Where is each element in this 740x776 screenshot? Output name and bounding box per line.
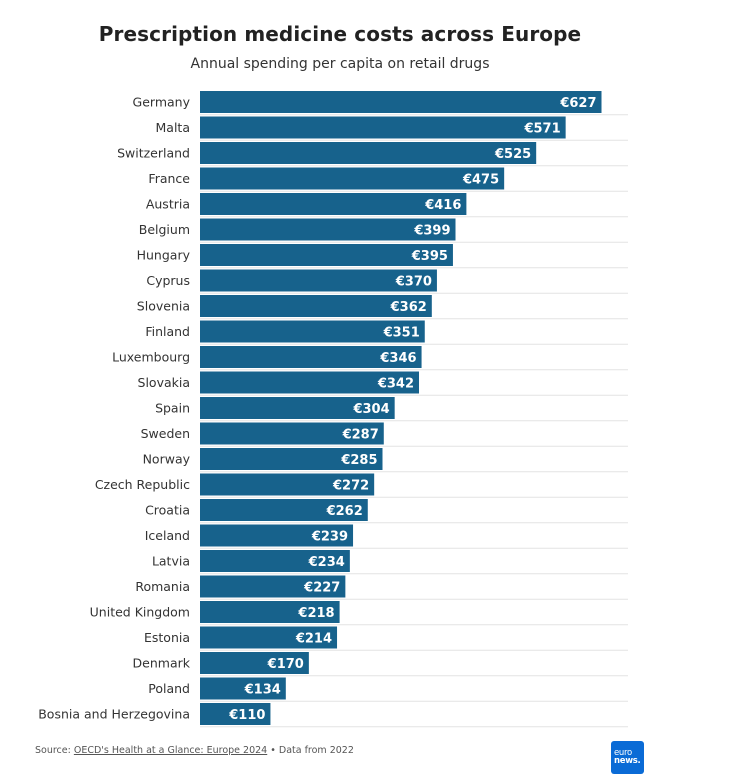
category-label: Spain xyxy=(155,401,190,416)
data-label: €234 xyxy=(308,555,345,570)
category-label: Germany xyxy=(133,95,191,110)
logo-line-2: news. xyxy=(614,756,641,766)
source-suffix: • Data from 2022 xyxy=(267,745,354,756)
bar xyxy=(200,244,453,266)
data-label: €227 xyxy=(303,581,340,596)
data-label: €304 xyxy=(352,402,389,417)
category-label: Hungary xyxy=(137,248,191,263)
category-label: Bosnia and Herzegovina xyxy=(38,707,190,722)
data-label: €525 xyxy=(494,147,531,162)
bar xyxy=(200,295,432,317)
bar xyxy=(200,422,384,445)
source-prefix: Source: xyxy=(35,745,74,756)
bar xyxy=(200,601,340,623)
bar xyxy=(200,499,368,521)
bar xyxy=(200,371,420,394)
bar xyxy=(200,142,537,164)
euronews-logo: euro news. xyxy=(611,741,644,774)
category-label: Slovenia xyxy=(137,299,190,314)
data-label: €134 xyxy=(244,683,281,698)
bar xyxy=(200,193,467,215)
bar xyxy=(200,397,395,419)
chart-title: Prescription medicine costs across Europ… xyxy=(98,22,582,46)
bar xyxy=(200,320,425,343)
bar xyxy=(200,167,505,190)
category-label: Finland xyxy=(145,324,190,339)
bar xyxy=(200,269,437,292)
category-label: Croatia xyxy=(145,503,190,518)
category-label: Czech Republic xyxy=(95,477,190,492)
category-label: Poland xyxy=(148,681,190,696)
bar xyxy=(200,91,602,113)
bar xyxy=(200,473,375,496)
category-label: United Kingdom xyxy=(90,605,190,620)
source-link[interactable]: OECD's Health at a Glance: Europe 2024 xyxy=(73,745,268,756)
data-label: €170 xyxy=(267,657,304,672)
bar xyxy=(200,218,456,241)
data-label: €262 xyxy=(326,504,363,519)
data-label: €214 xyxy=(295,632,332,647)
logo-line-1: euro xyxy=(614,748,632,758)
category-label: Iceland xyxy=(145,528,190,543)
category-label: Latvia xyxy=(152,554,190,569)
bar xyxy=(200,575,346,598)
category-label: Luxembourg xyxy=(112,350,190,365)
category-label: Malta xyxy=(156,120,190,135)
category-label: Austria xyxy=(146,197,190,212)
data-label: €475 xyxy=(462,173,499,188)
category-label: Estonia xyxy=(144,630,190,645)
category-label: France xyxy=(148,171,190,186)
data-label: €416 xyxy=(424,198,461,213)
category-label: Sweden xyxy=(141,426,190,441)
data-label: €272 xyxy=(332,479,369,494)
bar xyxy=(200,524,354,547)
data-label: €362 xyxy=(390,300,427,315)
bar xyxy=(200,703,271,725)
bar xyxy=(200,116,566,139)
data-label: €285 xyxy=(340,453,377,468)
data-label: €399 xyxy=(413,224,450,239)
data-label: €110 xyxy=(228,708,265,723)
bar-chart: Germany €627 Malta €571 Switzerland €525 Franc… xyxy=(38,91,628,728)
bar xyxy=(200,448,383,470)
data-label: €218 xyxy=(297,606,334,621)
category-label: Slovakia xyxy=(138,375,190,390)
category-label: Cyprus xyxy=(146,273,190,288)
data-label: €395 xyxy=(411,249,448,264)
category-label: Romania xyxy=(135,579,190,594)
data-label: €346 xyxy=(379,351,416,366)
data-label: €370 xyxy=(395,275,432,290)
bar xyxy=(200,652,309,674)
bar xyxy=(200,626,338,649)
bar xyxy=(200,550,350,572)
data-label: €342 xyxy=(377,377,414,392)
bar xyxy=(200,346,422,368)
bar xyxy=(200,677,286,700)
data-label: €287 xyxy=(342,428,379,443)
category-label: Norway xyxy=(143,452,191,467)
chart-subtitle: Annual spending per capita on retail dru… xyxy=(190,56,490,72)
data-label: €571 xyxy=(523,122,560,137)
data-label: €627 xyxy=(559,96,596,111)
data-label: €351 xyxy=(383,326,420,341)
data-label: €239 xyxy=(311,530,348,545)
category-label: Denmark xyxy=(133,656,191,671)
category-label: Switzerland xyxy=(117,146,190,161)
source-note: Source: OECD's Health at a Glance: Europ… xyxy=(35,745,354,756)
category-label: Belgium xyxy=(139,222,190,237)
